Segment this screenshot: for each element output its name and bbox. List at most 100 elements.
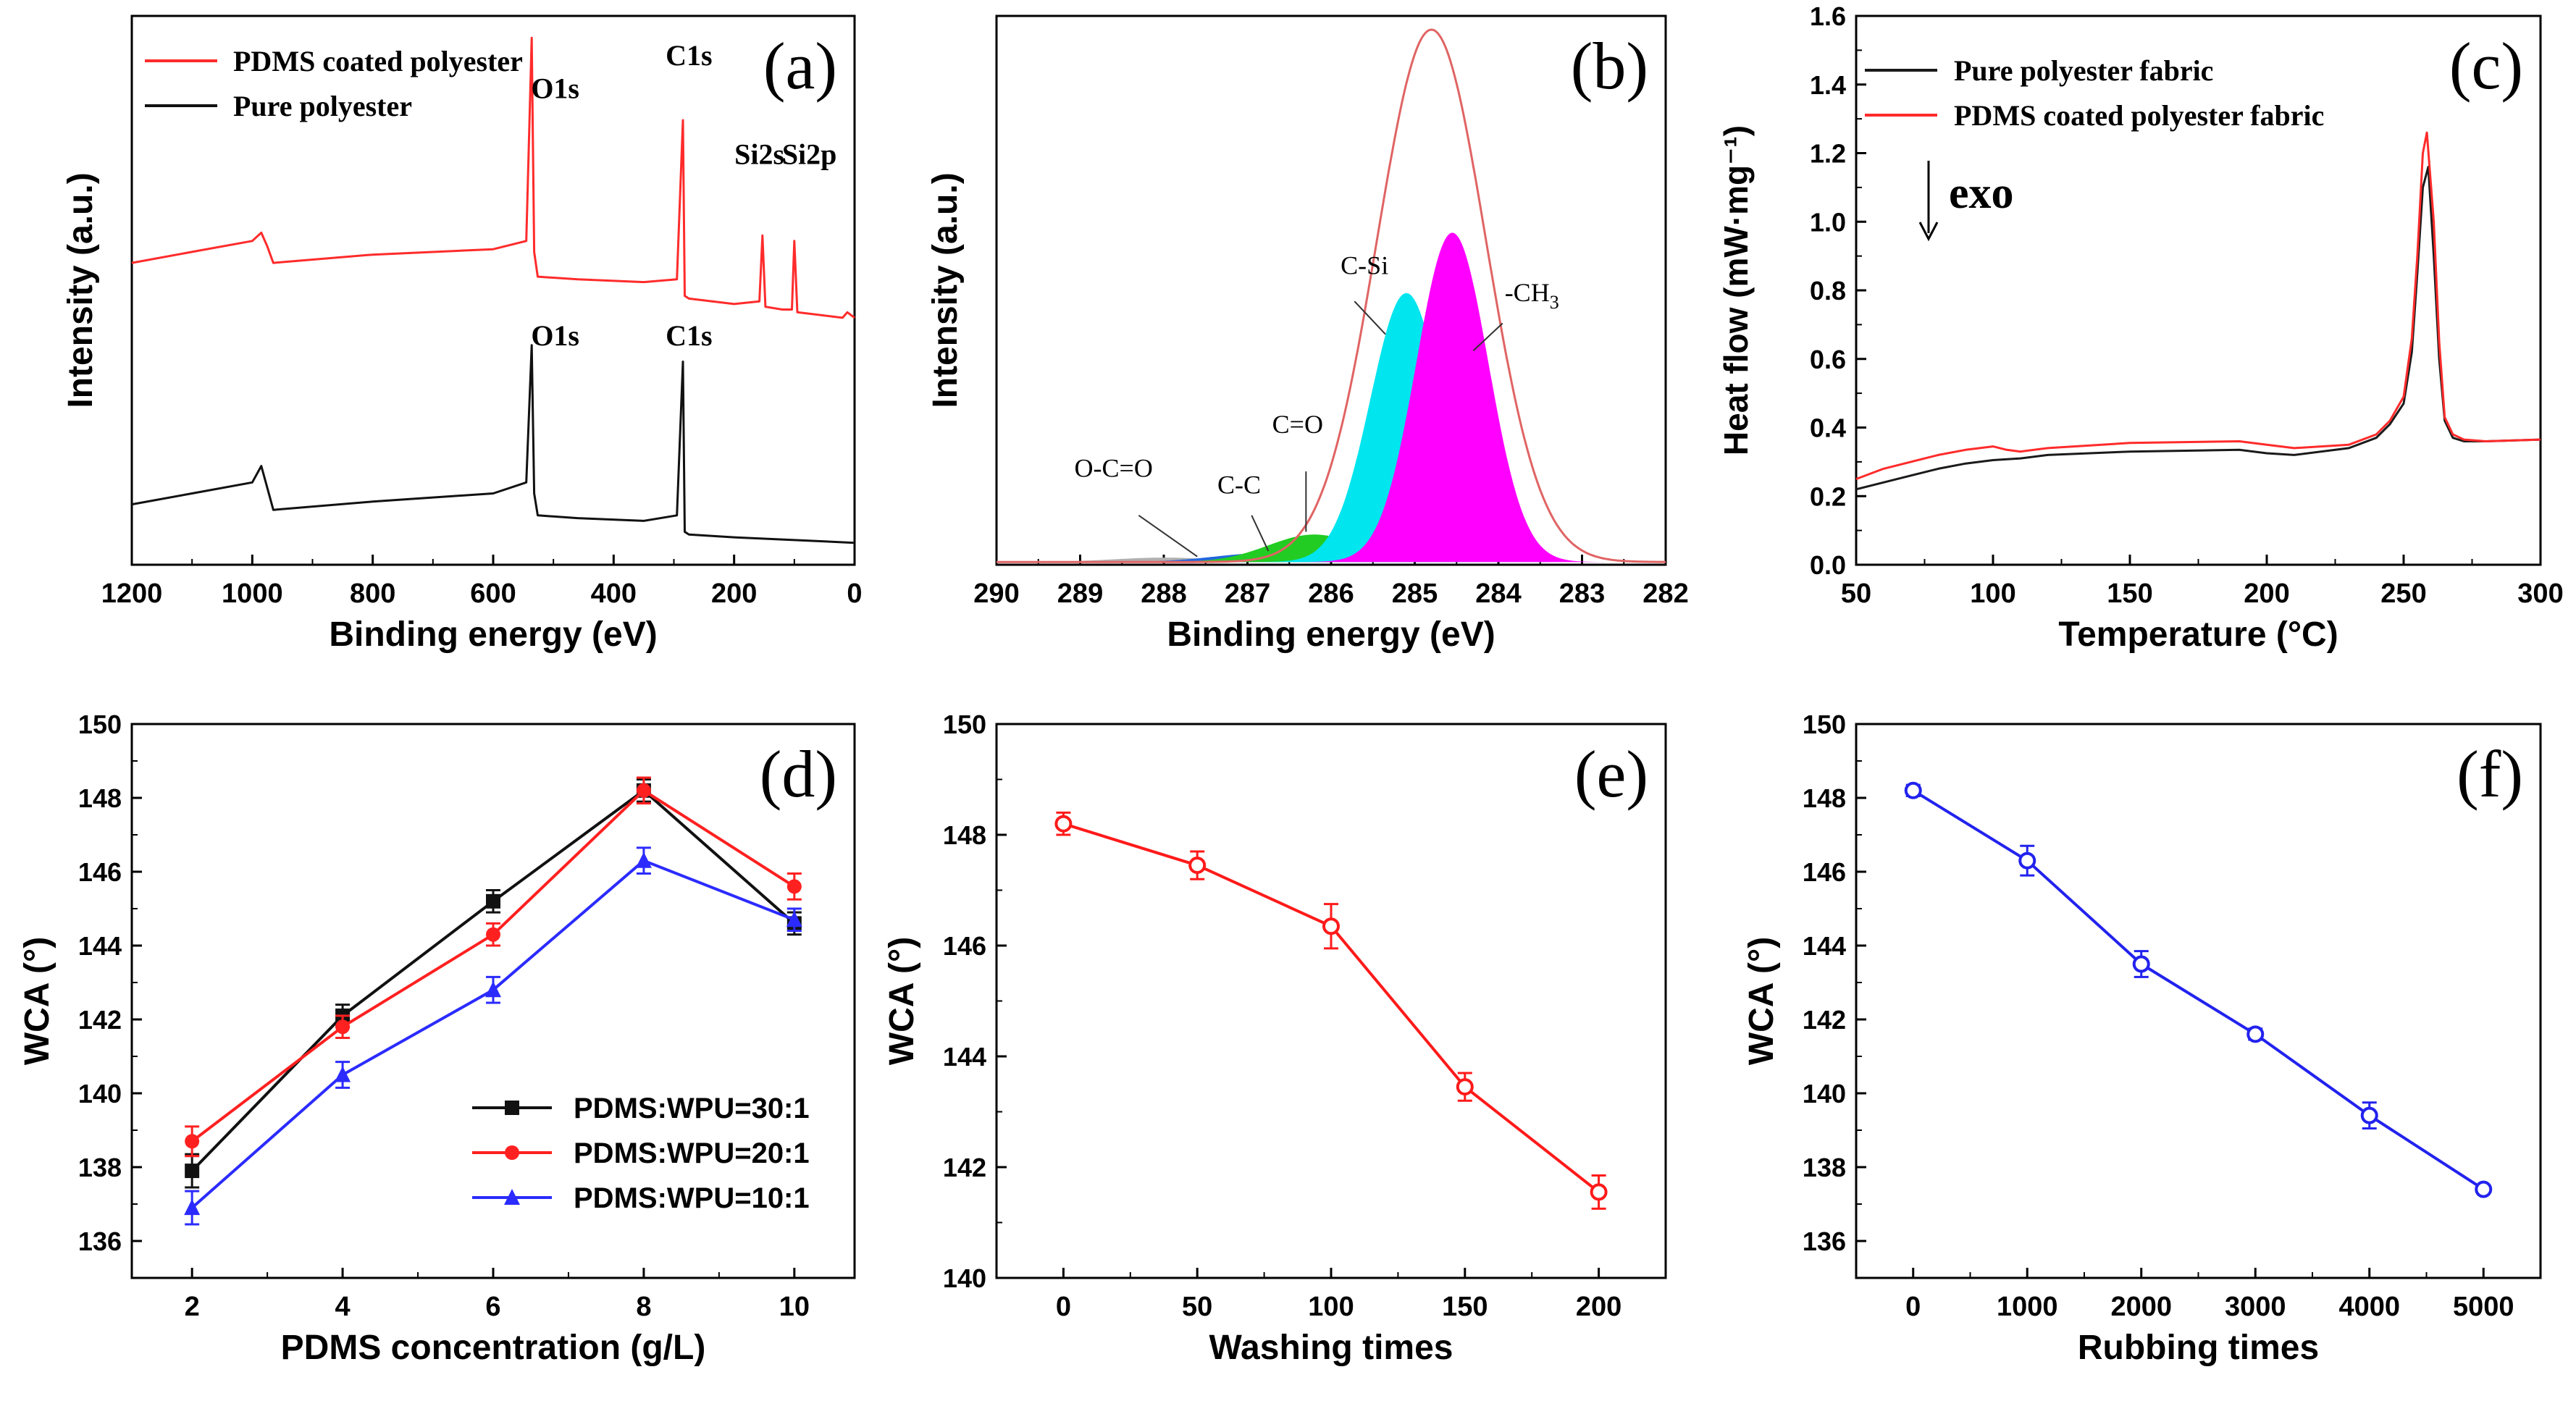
x-tick-label: 10 [779,1292,810,1322]
panel-label: (f) [2457,737,2523,811]
peak-label: C-Si [1341,251,1388,279]
exo-arrow-icon [1918,222,1939,242]
data-point [1590,1183,1608,1201]
y-tick-label: 1.2 [1810,139,1846,169]
x-tick-label: 1000 [222,579,283,609]
annotation-leader [1354,300,1386,335]
data-point [2132,955,2150,973]
data-point [185,1164,200,1179]
y-tick-label: 144 [1803,931,1846,961]
x-axis-label: Temperature (°C) [2058,615,2338,654]
y-axis-label: Intensity (a.u.) [926,172,965,408]
x-tick-label: 290 [973,579,1019,609]
y-tick-label: 0.8 [1810,276,1846,306]
y-tick-label: 0.2 [1810,481,1846,511]
x-tick-label: 4000 [2338,1292,2400,1322]
series-line-pdms-coated [131,36,855,319]
peak-label: -CH3 [1505,278,1559,313]
x-tick-label: 300 [2517,579,2563,609]
data-point [335,1066,351,1082]
panel-e: 0 50 100 150 200 140 142 144 146 148 150 Washing ti… [883,710,1667,1367]
x-tick-label: 1000 [1997,1292,2058,1322]
legend-label: Pure polyester fabric [1954,54,2213,87]
x-tick-label: 2000 [2110,1292,2172,1322]
y-tick-label: 140 [1803,1079,1846,1108]
y-tick-label: 150 [78,710,122,739]
peak-label: O-C=O [1075,454,1153,483]
y-tick-label: 138 [78,1153,122,1182]
x-tick-label: 289 [1057,579,1103,609]
x-tick-label: 284 [1475,579,1521,609]
y-tick-label: 140 [78,1079,122,1108]
x-tick-label: 200 [2244,579,2289,609]
panel-label: (b) [1571,29,1648,103]
panel-label: (a) [763,29,837,103]
annotation-leader [1472,322,1503,352]
y-axis-label: Intensity (a.u.) [62,172,100,408]
x-tick-label: 200 [1576,1292,1621,1322]
peak-csi [997,293,1666,563]
data-point [485,981,501,998]
data-point [2018,851,2036,870]
data-point [335,1019,351,1035]
y-tick-label: 140 [943,1263,986,1293]
x-tick-label: 150 [1442,1292,1488,1322]
x-tick-label: 400 [591,579,637,609]
series-line-pure [131,344,855,544]
x-tick-label: 0 [1905,1292,1921,1322]
y-tick-label: 148 [1803,783,1846,813]
y-tick-label: 138 [1803,1153,1846,1182]
y-tick-label: 0.0 [1810,550,1846,580]
data-point [2475,1180,2493,1198]
panel-a: 1200 1000 800 600 400 200 0 Binding energy (eV)… [62,14,863,654]
data-point [185,1134,200,1149]
peak-label: O1s [531,319,579,352]
data-point [486,893,500,909]
x-tick-label: 0 [847,579,862,609]
panel-c: 50 100 150 200 250 300 0.0 0.2 0.4 0.6 0.8 1.0 1.2 1.… [1717,1,2564,654]
peak-ch3 [997,232,1666,563]
peak-label: Si2s [734,138,784,171]
legend-label: PDMS:WPU=10:1 [574,1182,810,1214]
x-tick-label: 286 [1308,579,1354,609]
data-point [1322,917,1340,935]
legend-marker [505,1101,519,1115]
x-tick-label: 200 [711,579,757,609]
y-tick-label: 136 [1803,1227,1846,1256]
x-axis-label: Binding energy (eV) [329,615,657,654]
y-tick-label: 142 [78,1005,122,1035]
subscript: 3 [1550,292,1559,313]
x-tick-label: 50 [1182,1292,1212,1322]
data-point [1456,1078,1474,1096]
legend-marker [504,1189,520,1205]
x-tick-label: 282 [1642,579,1688,609]
y-tick-label: 148 [78,783,122,813]
peak-label: C-C [1217,470,1261,499]
series-line-pdms-coated [1855,131,2541,481]
x-tick-label: 0 [1056,1292,1071,1322]
y-tick-label: 142 [1803,1005,1846,1035]
data-point [786,911,802,927]
y-tick-label: 0.4 [1810,413,1846,443]
series-line [1062,822,1600,1193]
y-axis-label: WCA (°) [883,937,921,1065]
x-tick-label: 600 [470,579,516,609]
x-tick-label: 1200 [101,579,163,609]
x-axis-label: PDMS concentration (g/L) [281,1329,706,1367]
x-tick-label: 3000 [2225,1292,2286,1322]
y-tick-label: 150 [943,710,986,739]
y-tick-label: 144 [78,931,122,961]
x-tick-label: 150 [2107,579,2152,609]
data-point [2246,1025,2265,1043]
y-tick-label: 146 [943,931,986,961]
data-point [2360,1106,2378,1124]
envelope-line [997,28,1666,563]
y-tick-label: 136 [78,1227,122,1256]
panel-d: 2 4 6 8 10 136 138 140 142 144 146 148 150 PDMS conce… [18,710,856,1367]
data-point [635,851,652,868]
legend-label: Pure polyester [233,90,412,122]
annotation-leader [1251,515,1270,552]
x-tick-label: 285 [1392,579,1438,609]
x-tick-label: 5000 [2453,1292,2514,1322]
